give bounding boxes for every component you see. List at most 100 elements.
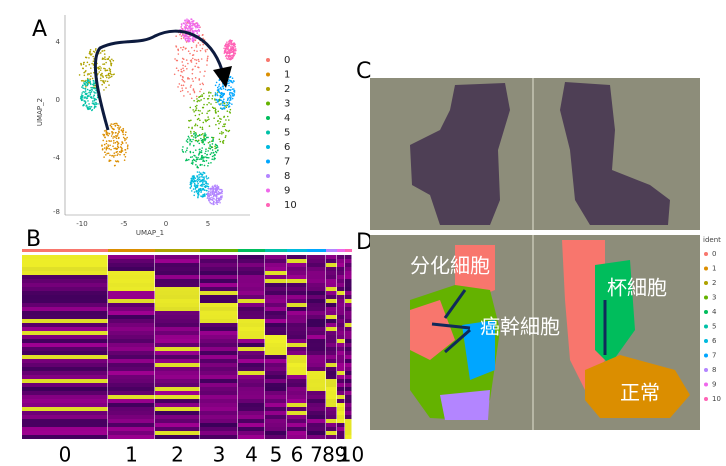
- cell-point: [186, 18, 188, 20]
- cell-point: [88, 57, 90, 59]
- cell-point: [107, 69, 109, 71]
- cell-point: [209, 145, 211, 147]
- heat-cell: [155, 275, 200, 279]
- heat-cell: [287, 347, 307, 351]
- cell-point: [180, 47, 182, 49]
- cell-point: [185, 40, 187, 42]
- legend-swatch: [704, 325, 708, 329]
- cell-point: [193, 195, 195, 197]
- heat-cell: [155, 387, 200, 391]
- heat-cell: [337, 379, 345, 383]
- heat-cell: [108, 283, 155, 287]
- cell-point: [111, 63, 113, 65]
- cell-point: [203, 188, 205, 190]
- cell-point: [127, 146, 129, 148]
- cell-point: [210, 162, 212, 164]
- cell-point: [103, 89, 105, 91]
- cell-point: [187, 21, 189, 23]
- cell-point: [210, 188, 212, 190]
- cell-point: [232, 82, 234, 84]
- heat-cell: [155, 291, 200, 295]
- heat-cell: [108, 395, 155, 399]
- cell-point: [189, 38, 191, 40]
- heat-cell: [155, 355, 200, 359]
- cell-point: [211, 147, 213, 149]
- heat-cell: [307, 331, 326, 335]
- heat-cell: [287, 375, 307, 379]
- heat-cell: [22, 403, 108, 407]
- cluster-label: 10: [339, 443, 364, 466]
- cell-point: [207, 110, 209, 112]
- cell-point: [215, 202, 217, 204]
- heat-cell: [155, 375, 200, 379]
- cell-point: [182, 146, 184, 148]
- heat-cell: [337, 431, 345, 435]
- cell-point: [199, 149, 201, 151]
- cell-point: [106, 140, 108, 142]
- heat-cell: [108, 431, 155, 435]
- cell-point: [190, 25, 192, 27]
- cell-point: [202, 44, 204, 46]
- cell-point: [116, 137, 118, 139]
- heat-cell: [307, 367, 326, 371]
- heat-cell: [155, 323, 200, 327]
- cell-point: [222, 86, 224, 88]
- cell-point: [194, 59, 196, 61]
- legend-label: 9: [712, 381, 716, 389]
- heat-cell: [307, 263, 326, 267]
- heat-cell: [108, 427, 155, 431]
- legend-label: 2: [712, 279, 716, 287]
- cell-point: [196, 22, 198, 24]
- heat-cell: [108, 267, 155, 271]
- cell-point: [108, 84, 110, 86]
- cell-point: [226, 53, 228, 55]
- cell-point: [214, 192, 216, 194]
- cell-point: [118, 138, 120, 140]
- cell-point: [211, 152, 213, 154]
- cell-point: [180, 26, 182, 28]
- heat-cell: [22, 331, 108, 335]
- heat-cell: [22, 335, 108, 339]
- cell-point: [201, 155, 203, 157]
- heat-cell: [287, 335, 307, 339]
- cell-point: [190, 156, 192, 158]
- cluster-label: 3: [213, 443, 226, 466]
- cell-point: [192, 69, 194, 71]
- cell-point: [217, 99, 219, 101]
- cell-point: [99, 66, 101, 68]
- heat-cell: [200, 323, 238, 327]
- heat-cell: [200, 275, 238, 279]
- cell-point: [226, 106, 228, 108]
- heat-cell: [22, 371, 108, 375]
- heat-cell: [200, 363, 238, 367]
- heat-cell: [22, 311, 108, 315]
- heat-cell: [337, 395, 345, 399]
- cell-point: [207, 196, 209, 198]
- cell-point: [191, 61, 193, 63]
- cell-point: [206, 113, 208, 115]
- cell-point: [93, 103, 95, 105]
- heat-cell: [108, 331, 155, 335]
- legend-label: 10: [284, 200, 297, 211]
- heat-cell: [326, 403, 337, 407]
- cell-point: [189, 20, 191, 22]
- cell-point: [208, 177, 210, 179]
- cell-point: [108, 133, 110, 135]
- cell-point: [189, 139, 191, 141]
- heat-cell: [155, 363, 200, 367]
- cell-point: [90, 83, 92, 85]
- heat-cell: [345, 407, 352, 411]
- heat-cell: [337, 415, 345, 419]
- cell-point: [191, 182, 193, 184]
- cell-point: [208, 142, 210, 144]
- cell-point: [197, 24, 199, 26]
- cell-point: [224, 52, 226, 54]
- cell-point: [198, 34, 200, 36]
- heat-cell: [22, 415, 108, 419]
- cell-point: [224, 103, 226, 105]
- legend-swatch: [266, 87, 270, 91]
- cell-point: [175, 35, 177, 37]
- heat-cell: [287, 407, 307, 411]
- heat-cell: [326, 259, 337, 263]
- cell-point: [105, 87, 107, 89]
